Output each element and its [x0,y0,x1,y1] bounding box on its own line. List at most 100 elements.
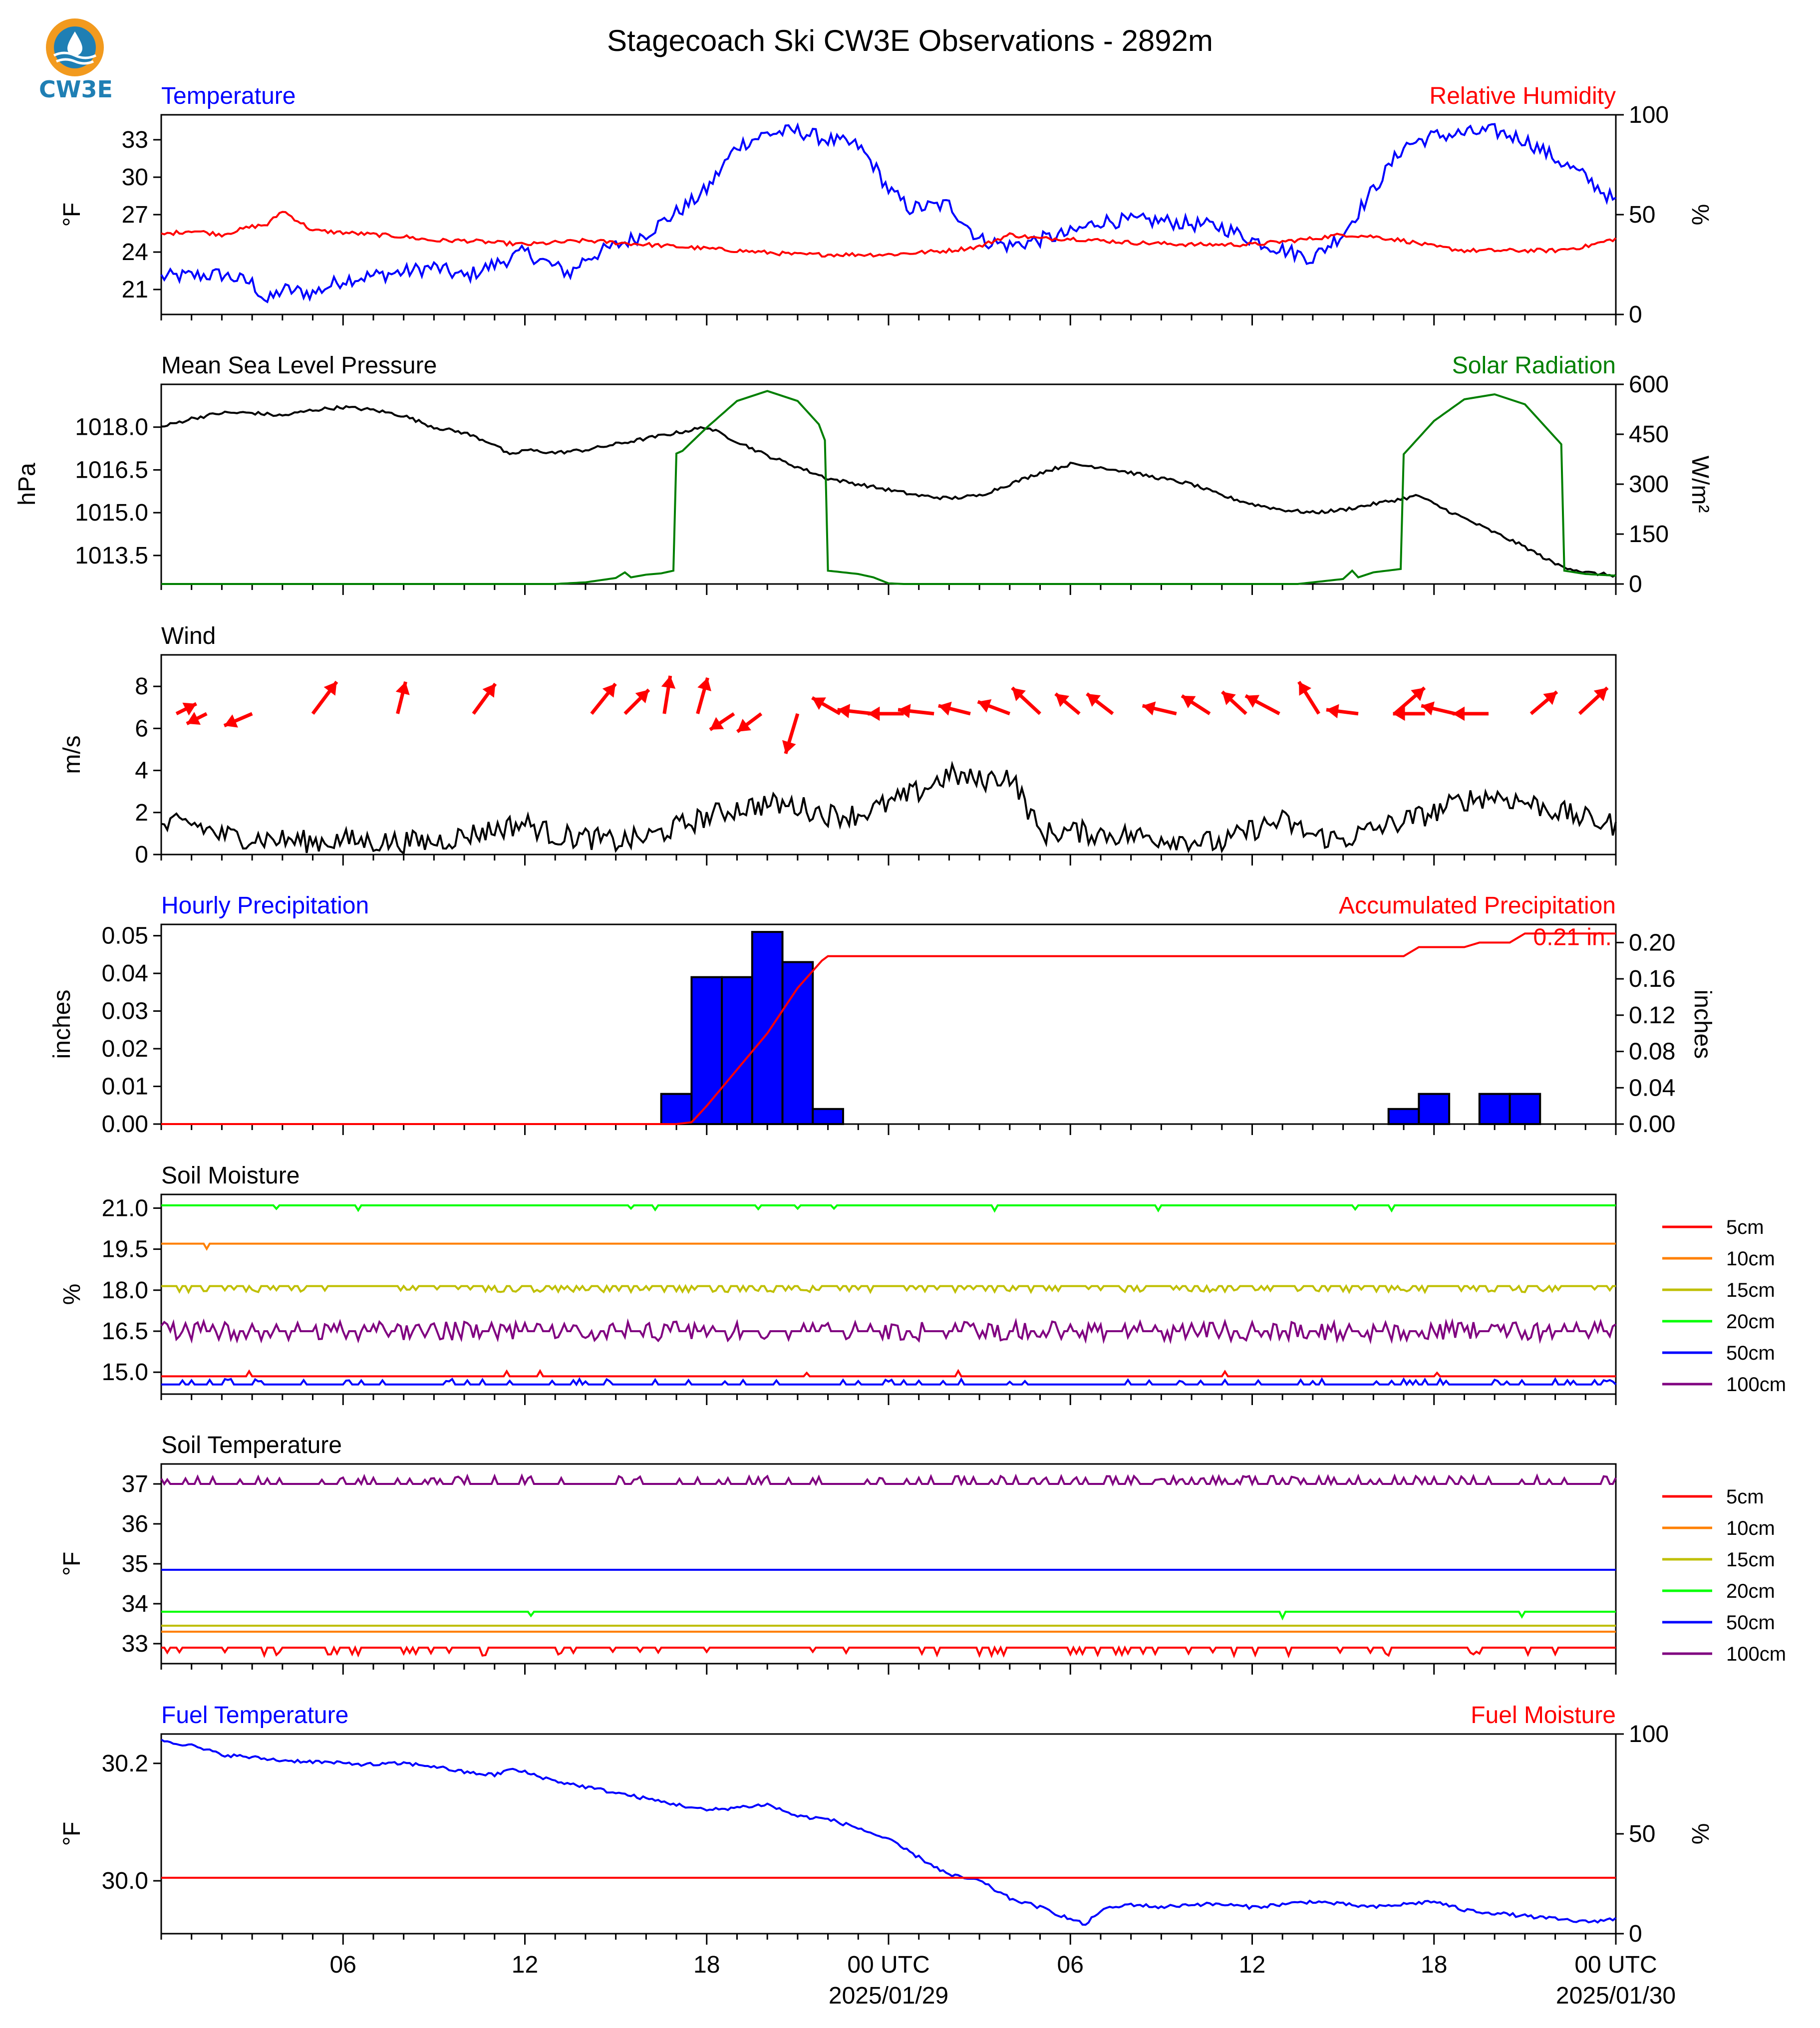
wind-arrow [709,712,735,731]
wind-arrow-head [782,740,796,754]
wind-arrow-head [868,706,880,721]
precip-bar [690,976,723,1126]
y2-axis-label: % [1687,204,1713,226]
wind-arrow-head [323,681,337,696]
depth-legend: 5cm 10cm 15cm 20cm 50cm 100cm [1662,1216,1786,1396]
wind-arrow [1326,704,1359,719]
panel-2: Wind 0 2 4 6 8 m/s [59,623,1617,868]
x-tick-label: 00 UTC [847,1952,929,1978]
y-tick-label: 30.0 [102,1868,148,1894]
panel-5: Soil Temperature 33 34 35 36 37 °F 5cm 10cm 15cm 2… [59,1432,1786,1675]
plot-frame [160,383,1617,585]
wind-arrow-head [710,717,724,730]
wind-arrow [395,681,410,714]
wind-arrow [1393,686,1426,715]
y2-tick-label: 0 [1629,301,1642,328]
series-line [161,1645,1616,1659]
wind-arrow [938,701,971,716]
y2-tick-label: 0.16 [1629,966,1675,992]
cw3e-logo-icon [46,18,104,76]
y-tick-label: 1016.5 [75,457,148,483]
y2-tick-label: 0.12 [1629,1002,1675,1029]
y-tick-label: 33 [122,127,148,153]
wind-arrow [1529,690,1558,715]
cw3e-logo [27,12,122,112]
plot-frame [160,1193,1617,1395]
x-date-label: 2025/01/30 [1556,1983,1676,2009]
wind-arrow-head [1393,706,1405,721]
wind-arrow [1142,701,1177,716]
x-tick-label: 18 [1421,1952,1447,1978]
wind-arrow [1453,706,1489,721]
y-tick-label: 1018.0 [75,414,148,441]
y-tick-label: 0.02 [102,1036,148,1062]
y-axis-label: % [59,1284,85,1305]
wind-arrow [623,688,650,715]
wind-arrow-head [661,675,676,689]
wind-arrow-head [812,697,826,710]
y2-tick-label: 0.08 [1629,1039,1675,1065]
panel-title-right: Solar Radiation [1452,352,1616,379]
wind-arrow [736,712,763,733]
series-line [161,211,1617,258]
wind-arrow-head [1245,695,1260,708]
y-tick-label: 16.5 [102,1318,148,1345]
series-line [161,405,1617,578]
series-line [160,1738,1617,1926]
series-line [161,1377,1617,1387]
panel-title-left: Temperature [161,83,296,109]
y2-tick-label: 100 [1629,1721,1669,1747]
x-date-label: 2025/01/29 [829,1983,948,2009]
plot-frame [160,114,1617,315]
wind-arrow-head [1142,701,1156,716]
y2-tick-label: 0 [1629,1921,1642,1947]
panel-title-right: Fuel Moisture [1471,1702,1616,1729]
legend-label: 10cm [1726,1248,1775,1270]
precip-bar [751,931,784,1126]
y-axis-label: inches [49,990,75,1059]
precip-bar [781,961,814,1125]
legend-label: 20cm [1726,1311,1775,1333]
panel-title-left: Soil Temperature [161,1432,342,1458]
precip-bar [1387,1108,1420,1125]
y-tick-label: 1015.0 [75,500,148,526]
y-axis-label: m/s [59,735,85,774]
y2-axis-label: inches [1689,990,1716,1059]
y2-tick-label: 300 [1629,471,1669,498]
wind-arrow [311,680,338,715]
panel-title-left: Mean Sea Level Pressure [161,352,437,379]
wind-arrow-head [1543,691,1557,705]
wind-arrow [1393,706,1425,721]
y-axis-label: hPa [14,463,40,506]
time-axis: 06 12 18 00 UTC 06 12 18 00 UTC 2025/01/29 2025/0… [330,1952,1676,2009]
y2-tick-label: 50 [1629,1821,1655,1847]
wind-arrow [1244,694,1280,715]
wind-arrow-head [1326,704,1339,719]
legend-label: 50cm [1726,1342,1775,1364]
y2-tick-label: 50 [1629,202,1655,228]
wind-arrow [811,696,841,715]
wind-arrow [1086,692,1114,715]
y-tick-label: 21 [122,277,148,303]
y-tick-label: 27 [122,202,148,228]
legend-label: 20cm [1726,1580,1775,1602]
y2-tick-label: 0.00 [1629,1111,1675,1138]
wind-arrow [1220,690,1247,715]
wind-arrow [898,704,934,718]
series-line [160,122,1617,303]
y-tick-label: 19.5 [102,1236,148,1263]
series-line [161,1284,1616,1295]
legend-label: 5cm [1726,1216,1764,1238]
legend-label: 50cm [1726,1612,1775,1634]
wind-arrow [223,712,253,728]
y-tick-label: 21.0 [102,1195,148,1221]
wind-arrow-head [697,677,711,691]
x-tick-label: 12 [1239,1952,1265,1978]
wind-arrow-head [1182,695,1196,708]
wind-arrow-head [635,689,649,704]
y2-tick-label: 0.04 [1629,1075,1675,1101]
wind-arrow-head [1411,687,1425,701]
y2-tick-label: 450 [1629,421,1669,448]
wind-arrow [977,699,1011,716]
precip-bar [1509,1093,1541,1125]
